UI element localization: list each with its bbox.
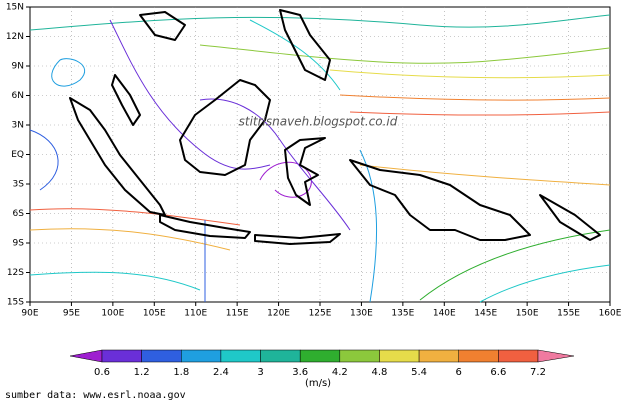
streamline bbox=[199, 44, 611, 64]
lon-label: 95E bbox=[63, 309, 80, 319]
colorbar-segment bbox=[220, 349, 261, 363]
colorbar-segment bbox=[379, 349, 420, 363]
colorbar-label: 4.8 bbox=[372, 367, 388, 378]
colorbar-label: 6 bbox=[456, 367, 462, 378]
coastline bbox=[69, 97, 166, 216]
colorbar-segment bbox=[339, 349, 380, 363]
colorbar-end bbox=[69, 349, 103, 363]
map: stitrisnaveh.blogspot.co.id bbox=[29, 6, 611, 303]
colorbar-label: 6.6 bbox=[490, 367, 506, 378]
lon-label: 160E bbox=[599, 309, 622, 319]
streamline bbox=[29, 228, 231, 251]
colorbar-label: 7.2 bbox=[530, 367, 546, 378]
coastline bbox=[284, 137, 326, 206]
lon-label: 135E bbox=[391, 309, 414, 319]
lon-label: 130E bbox=[350, 309, 373, 319]
lon-label: 105E bbox=[143, 309, 166, 319]
lon-label: 90E bbox=[21, 309, 38, 319]
colorbar-label: 3 bbox=[257, 367, 263, 378]
lon-label: 125E bbox=[309, 309, 332, 319]
lon-label: 115E bbox=[226, 309, 249, 319]
lat-label: 9N bbox=[12, 62, 24, 72]
streamline bbox=[329, 69, 611, 79]
colorbar-segment bbox=[101, 349, 142, 363]
lon-label: 140E bbox=[433, 309, 456, 319]
lat-label: 12N bbox=[6, 32, 24, 42]
streamline bbox=[259, 161, 312, 198]
lon-label: 150E bbox=[516, 309, 539, 319]
coastline bbox=[111, 74, 141, 126]
streamlines bbox=[29, 14, 611, 303]
lat-label: 3S bbox=[13, 180, 25, 190]
colorbar-label: 2.4 bbox=[213, 367, 229, 378]
lat-label: 6N bbox=[12, 91, 24, 101]
colorbar-label: 3.6 bbox=[292, 367, 308, 378]
streamline bbox=[359, 164, 611, 186]
lat-label: 3N bbox=[12, 121, 24, 131]
streamline bbox=[359, 149, 378, 303]
colorbar-label: 4.2 bbox=[332, 367, 348, 378]
streamline bbox=[249, 19, 341, 91]
colorbar-label: 1.8 bbox=[173, 367, 189, 378]
lat-label: 15S bbox=[7, 298, 24, 308]
colorbar-segment bbox=[141, 349, 182, 363]
lon-label: 110E bbox=[184, 309, 207, 319]
streamline bbox=[109, 19, 271, 170]
lat-label: EQ bbox=[11, 150, 24, 160]
colorbar-segment bbox=[181, 349, 222, 363]
lat-label: 15N bbox=[6, 3, 24, 13]
lat-label: 12S bbox=[7, 268, 24, 278]
streamline bbox=[29, 208, 241, 226]
streamline bbox=[199, 98, 351, 231]
colorbar-segment bbox=[458, 349, 499, 363]
colorbar-unit: (m/s) bbox=[305, 378, 331, 389]
coastline bbox=[159, 214, 251, 239]
lon-label: 100E bbox=[101, 309, 124, 319]
colorbar: 0.6 1.2 1.8 2.4 3 3.6 4.2 4.8 5.4 6 6.6 7.2 bbox=[69, 349, 575, 378]
streamline bbox=[479, 264, 611, 303]
source-note: sumber data: www.esrl.noaa.gov bbox=[5, 390, 186, 401]
colorbar-label: 1.2 bbox=[134, 367, 150, 378]
colorbar-segment bbox=[418, 349, 459, 363]
coastline bbox=[539, 194, 601, 241]
coastline bbox=[139, 11, 186, 41]
watermark: stitrisnaveh.blogspot.co.id bbox=[239, 115, 398, 129]
colorbar-label: 5.4 bbox=[411, 367, 427, 378]
lon-label: 155E bbox=[557, 309, 580, 319]
colorbar-label: 0.6 bbox=[94, 367, 110, 378]
colorbar-segment bbox=[498, 349, 539, 363]
coastline bbox=[279, 9, 331, 81]
lon-label: 145E bbox=[474, 309, 497, 319]
streamline bbox=[29, 14, 611, 31]
lat-label: 9S bbox=[13, 239, 25, 249]
coastline bbox=[349, 159, 531, 241]
lat-label: 6S bbox=[13, 209, 25, 219]
colorbar-end bbox=[537, 349, 575, 363]
streamline bbox=[51, 58, 86, 87]
streamline bbox=[349, 111, 611, 116]
colorbar-segment bbox=[260, 349, 301, 363]
coastline bbox=[254, 233, 341, 245]
coastlines bbox=[69, 9, 601, 245]
streamline bbox=[419, 229, 611, 301]
colorbar-segment bbox=[299, 349, 341, 363]
streamline bbox=[339, 94, 611, 101]
streamline bbox=[29, 129, 59, 191]
streamline bbox=[29, 271, 201, 291]
lon-label: 120E bbox=[267, 309, 290, 319]
coastline bbox=[179, 79, 271, 176]
